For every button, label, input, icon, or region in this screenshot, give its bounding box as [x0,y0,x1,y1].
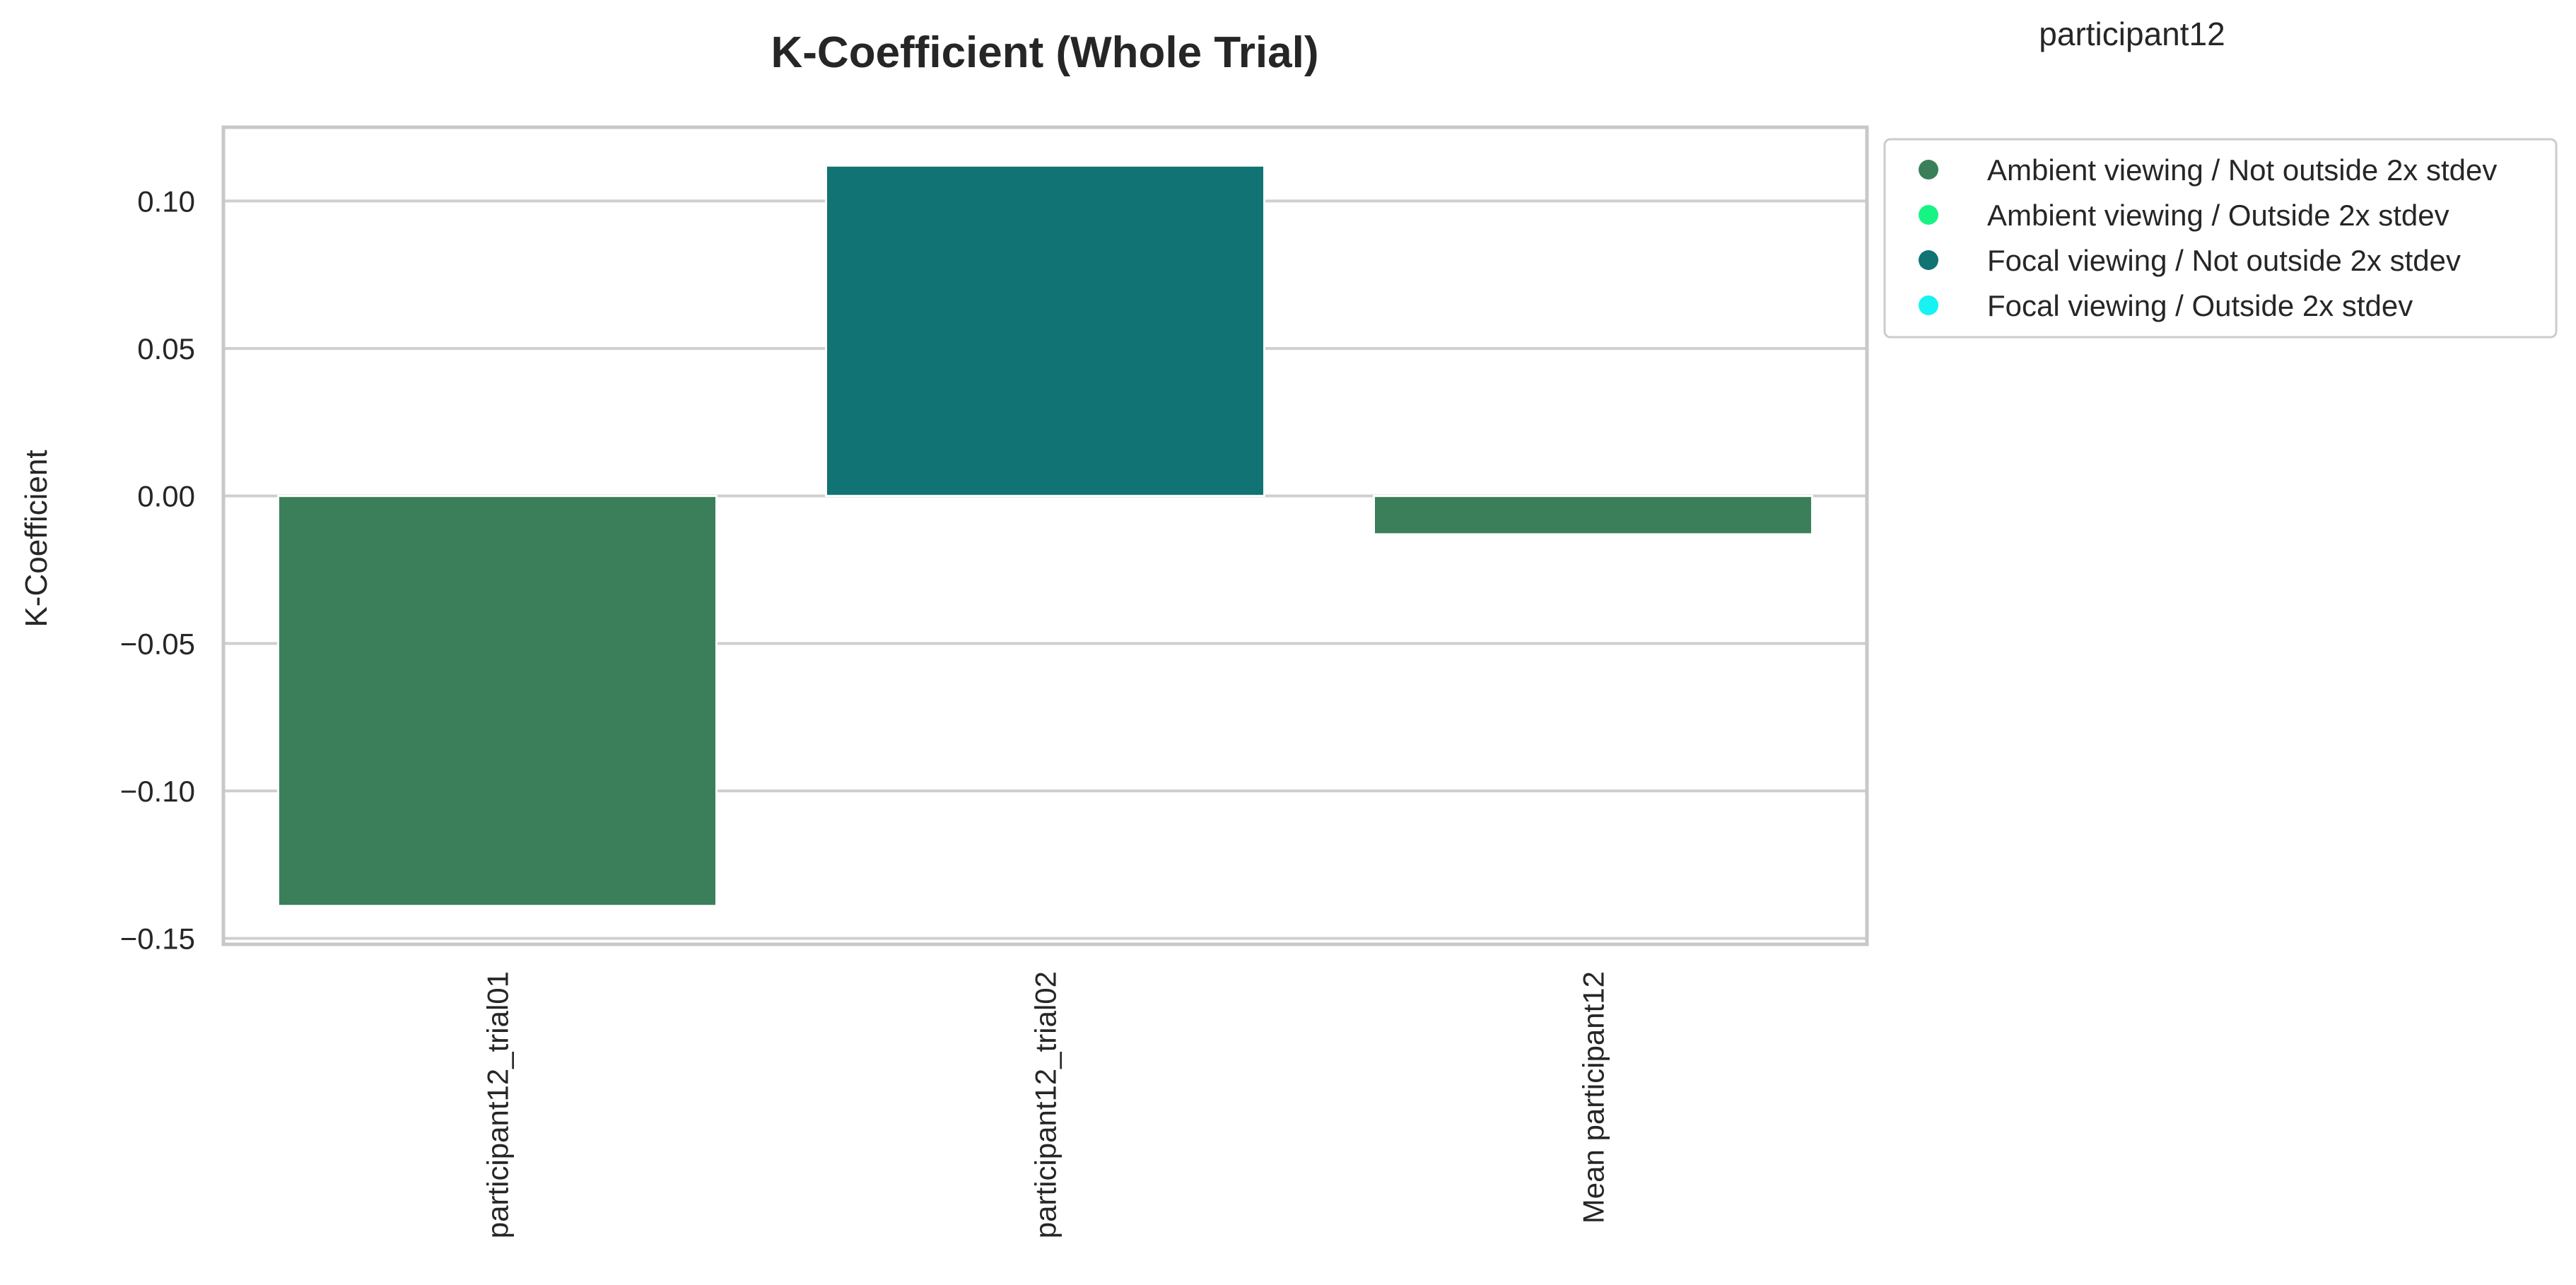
legend: Ambient viewing / Not outside 2x stdev Am… [1883,138,2558,339]
bar [825,164,1265,498]
plot-frame [221,125,1869,946]
y-tick-label: −0.10 [120,775,195,808]
bars [277,164,1813,908]
x-tick-label: participant12_trial02 [1029,971,1062,1238]
legend-marker [1919,205,1938,225]
chart-title: K-Coefficient (Whole Trial) [771,28,1319,77]
y-tick-labels: 0.10 0.05 0.00 −0.05 −0.10 −0.15 [120,184,195,955]
y-tick-label: 0.05 [137,332,195,365]
y-tick-label: −0.15 [120,922,195,956]
legend-label: Ambient viewing / Not outside 2x stdev [1987,153,2497,187]
x-tick-label: Mean participant12 [1577,971,1610,1224]
legend-label: Focal viewing / Not outside 2x stdev [1987,244,2461,277]
legend-marker [1919,160,1938,180]
y-tick-label: 0.10 [137,184,195,218]
legend-items: Ambient viewing / Not outside 2x stdev Am… [1919,153,2497,322]
bar [1373,495,1813,536]
legend-marker [1919,250,1938,270]
legend-label: Focal viewing / Outside 2x stdev [1987,289,2413,322]
x-tick-label: participant12_trial01 [481,971,515,1238]
y-tick-label: −0.05 [120,627,195,660]
legend-label: Ambient viewing / Outside 2x stdev [1987,199,2449,232]
y-tick-label: 0.00 [137,480,195,513]
bar [277,495,718,908]
y-axis-label: K-Coefficient [19,450,54,627]
participant-label: participant12 [2039,16,2225,52]
legend-marker [1919,295,1938,315]
legend-box [1883,138,2558,339]
x-tick-labels: participant12_trial01 participant12_trial… [481,971,1610,1238]
